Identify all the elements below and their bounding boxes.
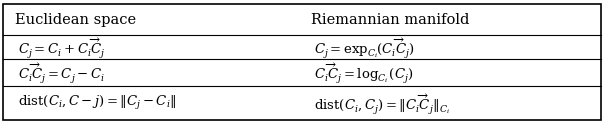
- Text: $\overrightarrow{C_iC_j} = C_j - C_i$: $\overrightarrow{C_iC_j} = C_j - C_i$: [18, 60, 105, 85]
- Text: $C_j = \exp_{C_i}\!(\overrightarrow{C_iC_j})$: $C_j = \exp_{C_i}\!(\overrightarrow{C_iC…: [314, 35, 415, 60]
- Text: $\mathrm{dist}(C_i, C-j) = \|C_j - C_i\|$: $\mathrm{dist}(C_i, C-j) = \|C_j - C_i\|…: [18, 94, 176, 112]
- Text: $C_j = C_i + \overrightarrow{C_iC_j}$: $C_j = C_i + \overrightarrow{C_iC_j}$: [18, 35, 106, 60]
- Text: Euclidean space: Euclidean space: [15, 13, 137, 27]
- Text: $\overrightarrow{C_iC_j} = \log_{C_i}(C_j)$: $\overrightarrow{C_iC_j} = \log_{C_i}(C_…: [314, 60, 414, 85]
- Text: Riemannian manifold: Riemannian manifold: [311, 13, 469, 27]
- Text: $\mathrm{dist}(C_i, C_j) = \|\overrightarrow{C_iC_j}\|_{C_i}$: $\mathrm{dist}(C_i, C_j) = \|\overrighta…: [314, 91, 450, 116]
